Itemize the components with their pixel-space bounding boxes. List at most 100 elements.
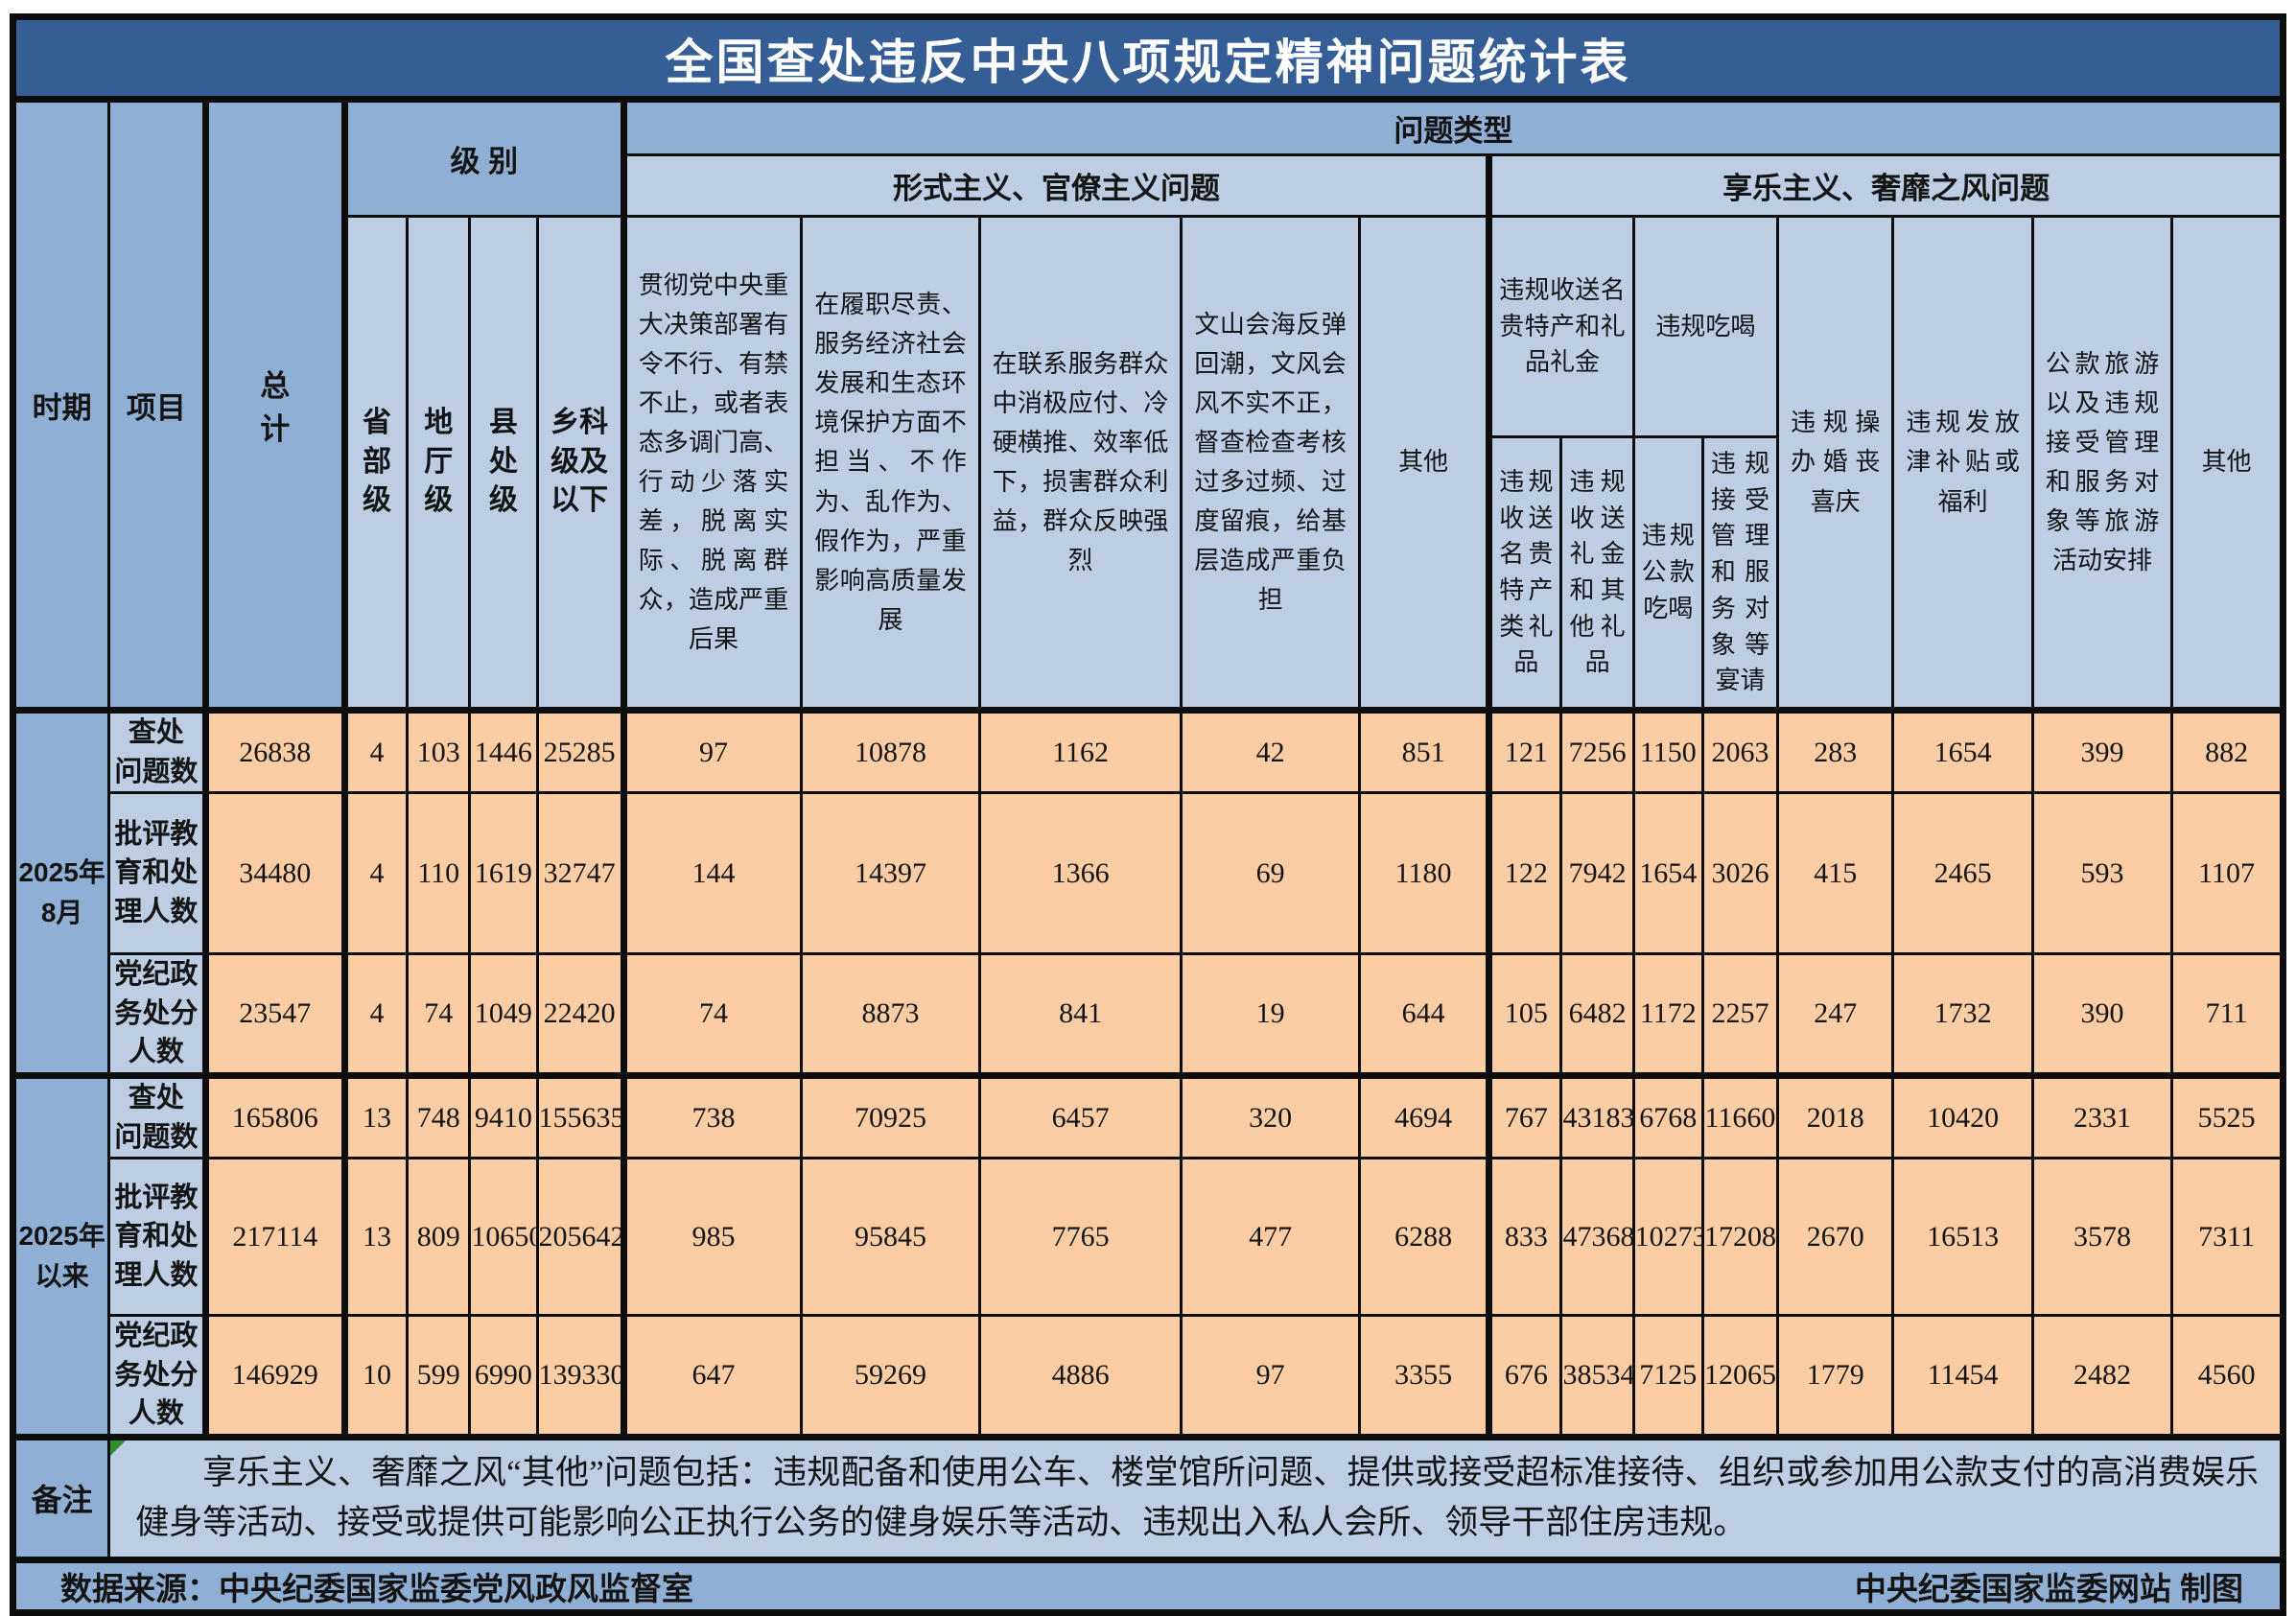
data-cell: 7765 [977, 1157, 1183, 1318]
data-cell: 399 [2030, 706, 2174, 795]
column-header-period: 时期 [11, 96, 111, 712]
column-header-gift-money: 违规收送礼金和其他礼品 [1559, 435, 1635, 712]
data-cell: 10650 [468, 1157, 539, 1318]
data-cell: 139330 [535, 1314, 625, 1439]
data-cell: 1172 [1631, 952, 1704, 1077]
data-cell: 11454 [1891, 1314, 2034, 1439]
data-cell: 1446 [468, 706, 539, 795]
data-cell: 97 [620, 706, 804, 795]
data-cell: 19 [1180, 952, 1361, 1077]
table-row: 批评教 育和处 理人数 217114 13 809 10650 205642 9… [13, 1157, 2284, 1318]
period-label: 2025年 以来 [11, 1071, 111, 1439]
data-cell: 14397 [800, 791, 981, 956]
data-cell: 851 [1357, 706, 1491, 795]
data-cell: 110 [406, 791, 472, 956]
data-cell: 2465 [1891, 791, 2034, 956]
data-cell: 3026 [1700, 791, 1780, 956]
data-cell: 9410 [468, 1071, 539, 1160]
data-cell: 833 [1486, 1157, 1563, 1318]
column-header-township-level: 乡科 级及 以下 [535, 215, 625, 712]
data-cell: 748 [406, 1071, 472, 1160]
data-cell: 2670 [1776, 1157, 1895, 1318]
column-header-wedding-funeral: 违规操办婚丧喜庆 [1776, 215, 1895, 712]
data-cell: 32747 [535, 791, 625, 956]
data-cell: 13 [340, 1157, 410, 1318]
column-header-formalism-2: 在履职尽责、服务经济社会发展和生态环境保护方面不担当、不作为、乱作为、假作为，严… [800, 215, 981, 712]
data-cell: 10 [340, 1314, 410, 1439]
data-cell: 103 [406, 706, 472, 795]
data-cell: 70925 [800, 1071, 981, 1160]
data-cell: 3578 [2030, 1157, 2174, 1318]
table-row: 党纪政 务处分 人数 23547 4 74 1049 22420 74 8873… [13, 952, 2284, 1077]
data-cell: 10878 [800, 706, 981, 795]
data-cell: 985 [620, 1157, 804, 1318]
data-cell: 4694 [1357, 1071, 1491, 1160]
data-cell: 23547 [201, 952, 346, 1077]
data-cell: 144 [620, 791, 804, 956]
column-header-allowances: 违规发放津补贴或福利 [1891, 215, 2034, 712]
data-cell: 644 [1357, 952, 1491, 1077]
column-header-item: 项目 [107, 96, 207, 712]
data-cell: 4 [340, 952, 410, 1077]
data-cell: 12065 [1700, 1314, 1780, 1439]
column-header-gift-specialty: 违规收送名贵特产类礼品 [1486, 435, 1563, 712]
row-label: 党纪政 务处分 人数 [107, 952, 207, 1077]
table-row: 2025年 以来 查处 问题数 165806 13 748 9410 15563… [11, 1071, 2284, 1439]
data-source-text: 数据来源：中央纪委国家监委党风政风监督室 [60, 1570, 693, 1606]
data-cell: 205642 [535, 1157, 625, 1318]
column-header-total: 总 计 [201, 96, 346, 712]
data-cell: 647 [620, 1314, 804, 1439]
data-cell: 3355 [1357, 1314, 1491, 1439]
period-label: 2025年 8月 [11, 707, 111, 1077]
data-cell: 22420 [535, 952, 625, 1077]
data-cell: 17208 [1700, 1157, 1780, 1318]
column-header-county-level: 县 处 级 [468, 215, 539, 712]
credit-text: 中央纪委国家监委网站 制图 [1854, 1570, 2243, 1606]
remark-text: 享乐主义、奢靡之风“其他”问题包括：违规配备和使用公车、楼堂馆所问题、提供或接受… [135, 1453, 2259, 1542]
data-cell: 34480 [201, 791, 346, 956]
statistics-table: 全国查处违反中央八项规定精神问题统计表 时期 项目 总 计 级 别 问题类型 形… [10, 13, 2286, 1616]
data-cell: 4560 [2170, 1314, 2284, 1439]
data-cell: 38534 [1559, 1314, 1635, 1439]
table-row: 批评教 育和处 理人数 34480 4 110 1619 32747 144 1… [13, 791, 2284, 956]
data-cell: 10420 [1891, 1071, 2034, 1160]
data-cell: 5525 [2170, 1071, 2284, 1160]
table-row: 2025年 8月 查处 问题数 26838 4 103 1446 25285 9… [11, 706, 2284, 1077]
data-cell: 74 [620, 952, 804, 1077]
data-cell: 2018 [1776, 1071, 1895, 1160]
data-cell: 47368 [1559, 1157, 1635, 1318]
data-cell: 121 [1486, 706, 1563, 795]
row-label: 查处 问题数 [107, 706, 207, 795]
remark-cell: 享乐主义、奢靡之风“其他”问题包括：违规配备和使用公车、楼堂馆所问题、提供或接受… [107, 1433, 2284, 1561]
data-cell: 8873 [800, 952, 981, 1077]
column-header-public-travel: 公款旅游以及违规接受管理和服务对象等旅游活动安排 [2030, 215, 2174, 712]
data-cell: 13 [340, 1071, 410, 1160]
data-cell: 283 [1776, 706, 1895, 795]
data-cell: 6768 [1631, 1071, 1704, 1160]
data-cell: 4 [340, 706, 410, 795]
column-header-hedonism-band: 享乐主义、奢靡之风问题 [1486, 153, 2284, 218]
data-cell: 6990 [468, 1314, 539, 1439]
data-cell: 4 [340, 791, 410, 956]
data-cell: 809 [406, 1157, 472, 1318]
column-header-prefecture-level: 地 厅 级 [406, 215, 472, 712]
data-cell: 7125 [1631, 1314, 1704, 1439]
data-cell: 415 [1776, 791, 1895, 956]
data-cell: 2063 [1700, 706, 1780, 795]
data-cell: 105 [1486, 952, 1563, 1077]
data-cell: 477 [1180, 1157, 1361, 1318]
data-cell: 95845 [800, 1157, 981, 1318]
data-cell: 1180 [1357, 791, 1491, 956]
data-cell: 1107 [2170, 791, 2284, 956]
column-header-formalism-band: 形式主义、官僚主义问题 [620, 153, 1491, 218]
data-cell: 25285 [535, 706, 625, 795]
data-cell: 155635 [535, 1071, 625, 1160]
data-cell: 593 [2030, 791, 2174, 956]
data-cell: 26838 [201, 706, 346, 795]
column-header-level-group: 级 别 [340, 96, 625, 218]
data-cell: 74 [406, 952, 472, 1077]
data-cell: 97 [1180, 1314, 1361, 1439]
data-cell: 69 [1180, 791, 1361, 956]
remark-label: 备注 [11, 1433, 111, 1561]
row-label: 党纪政 务处分 人数 [107, 1314, 207, 1439]
